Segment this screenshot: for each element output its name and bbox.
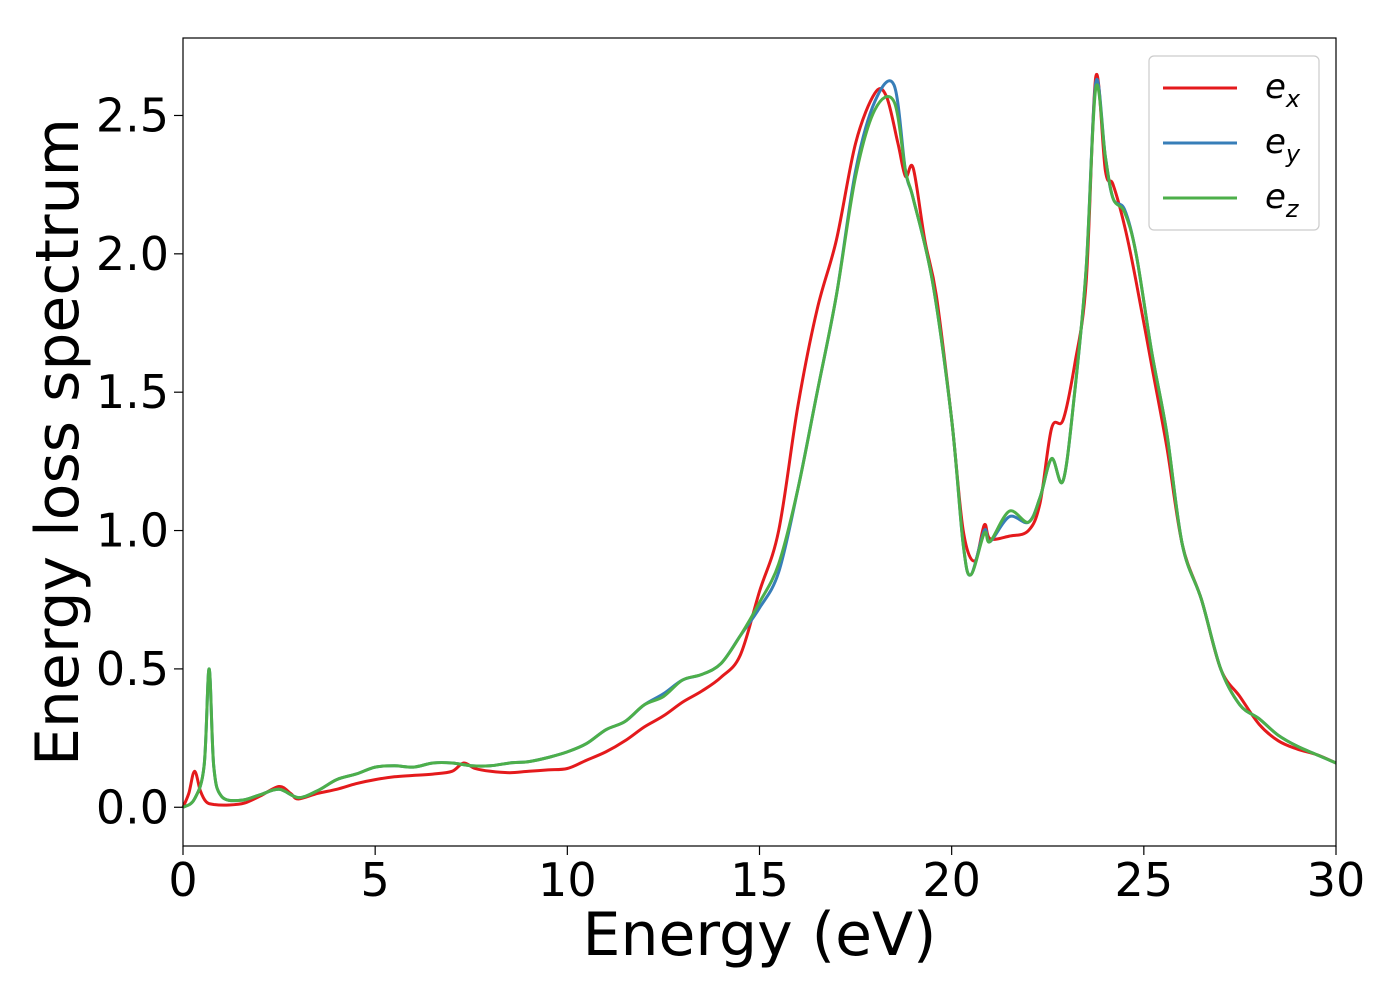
x-tick-label: 30 <box>1307 853 1366 907</box>
series-line-x <box>181 72 1337 808</box>
y-tick-label: 2.0 <box>96 227 169 281</box>
legend-label-base: e <box>1265 177 1286 217</box>
x-tick-label: 15 <box>730 853 789 907</box>
series-line-z <box>182 83 1337 809</box>
y-tick-label: 1.0 <box>96 504 169 558</box>
y-axis-ticks: 0.0 0.5 1.0 1.5 2.0 2.5 <box>96 88 183 834</box>
legend-label-subscript: y <box>1285 140 1301 168</box>
legend-label-x: ex <box>1265 67 1301 113</box>
x-axis-ticks: 0 5 10 15 20 25 30 <box>168 846 1365 907</box>
x-tick-label: 25 <box>1115 853 1174 907</box>
legend-label-subscript: x <box>1285 85 1301 113</box>
y-tick-label: 0.5 <box>96 642 169 696</box>
y-axis-title: Energy loss spectrum <box>23 118 93 766</box>
x-tick-label: 20 <box>922 853 981 907</box>
x-tick-label: 0 <box>168 853 197 907</box>
legend-label-y: ey <box>1265 122 1301 168</box>
y-tick-label: 1.5 <box>96 365 169 419</box>
x-tick-label: 10 <box>538 853 597 907</box>
x-axis-title: Energy (eV) <box>583 900 937 970</box>
x-tick-label: 5 <box>361 853 390 907</box>
legend-label-z: ez <box>1265 177 1300 223</box>
legend-label-subscript: z <box>1285 195 1300 223</box>
y-tick-label: 2.5 <box>96 88 169 142</box>
series-lines <box>181 72 1337 809</box>
legend-label-base: e <box>1265 122 1286 162</box>
legend-label-base: e <box>1265 67 1286 107</box>
y-tick-label: 0.0 <box>96 780 169 834</box>
